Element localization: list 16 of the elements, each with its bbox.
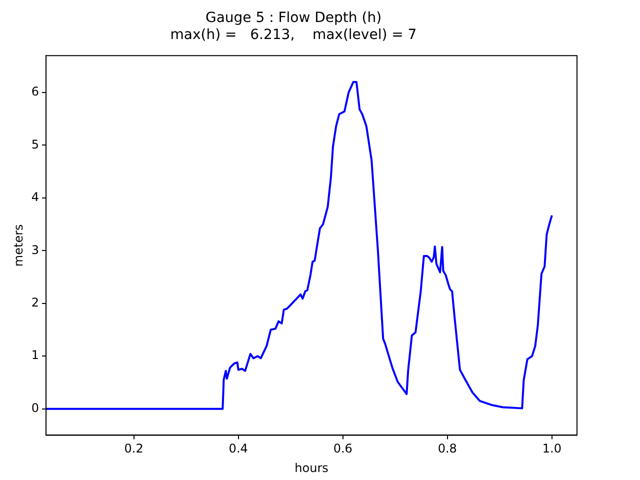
x-tick-label: 0.8 — [438, 442, 457, 456]
x-axis-title: hours — [294, 460, 328, 475]
y-tick-label: 2 — [31, 296, 40, 310]
y-tick-label: 1 — [31, 348, 40, 362]
chart-title: Gauge 5 : Flow Depth (h) — [205, 10, 382, 26]
x-tick-label: 0.2 — [124, 442, 144, 456]
y-tick-label: 6 — [31, 84, 40, 99]
y-tick-label: 4 — [31, 190, 40, 204]
x-tick-label: 1.0 — [542, 442, 562, 456]
y-tick-label: 5 — [31, 137, 40, 152]
y-tick-label: 3 — [31, 242, 40, 257]
x-tick-label: 0.4 — [228, 442, 248, 456]
x-tick-label: 0.6 — [333, 442, 352, 456]
chart-subtitle: max(h) = 6.213, max(level) = 7 — [170, 26, 417, 43]
y-tick-label: 0 — [31, 400, 40, 415]
y-axis-title: meters — [11, 224, 26, 267]
